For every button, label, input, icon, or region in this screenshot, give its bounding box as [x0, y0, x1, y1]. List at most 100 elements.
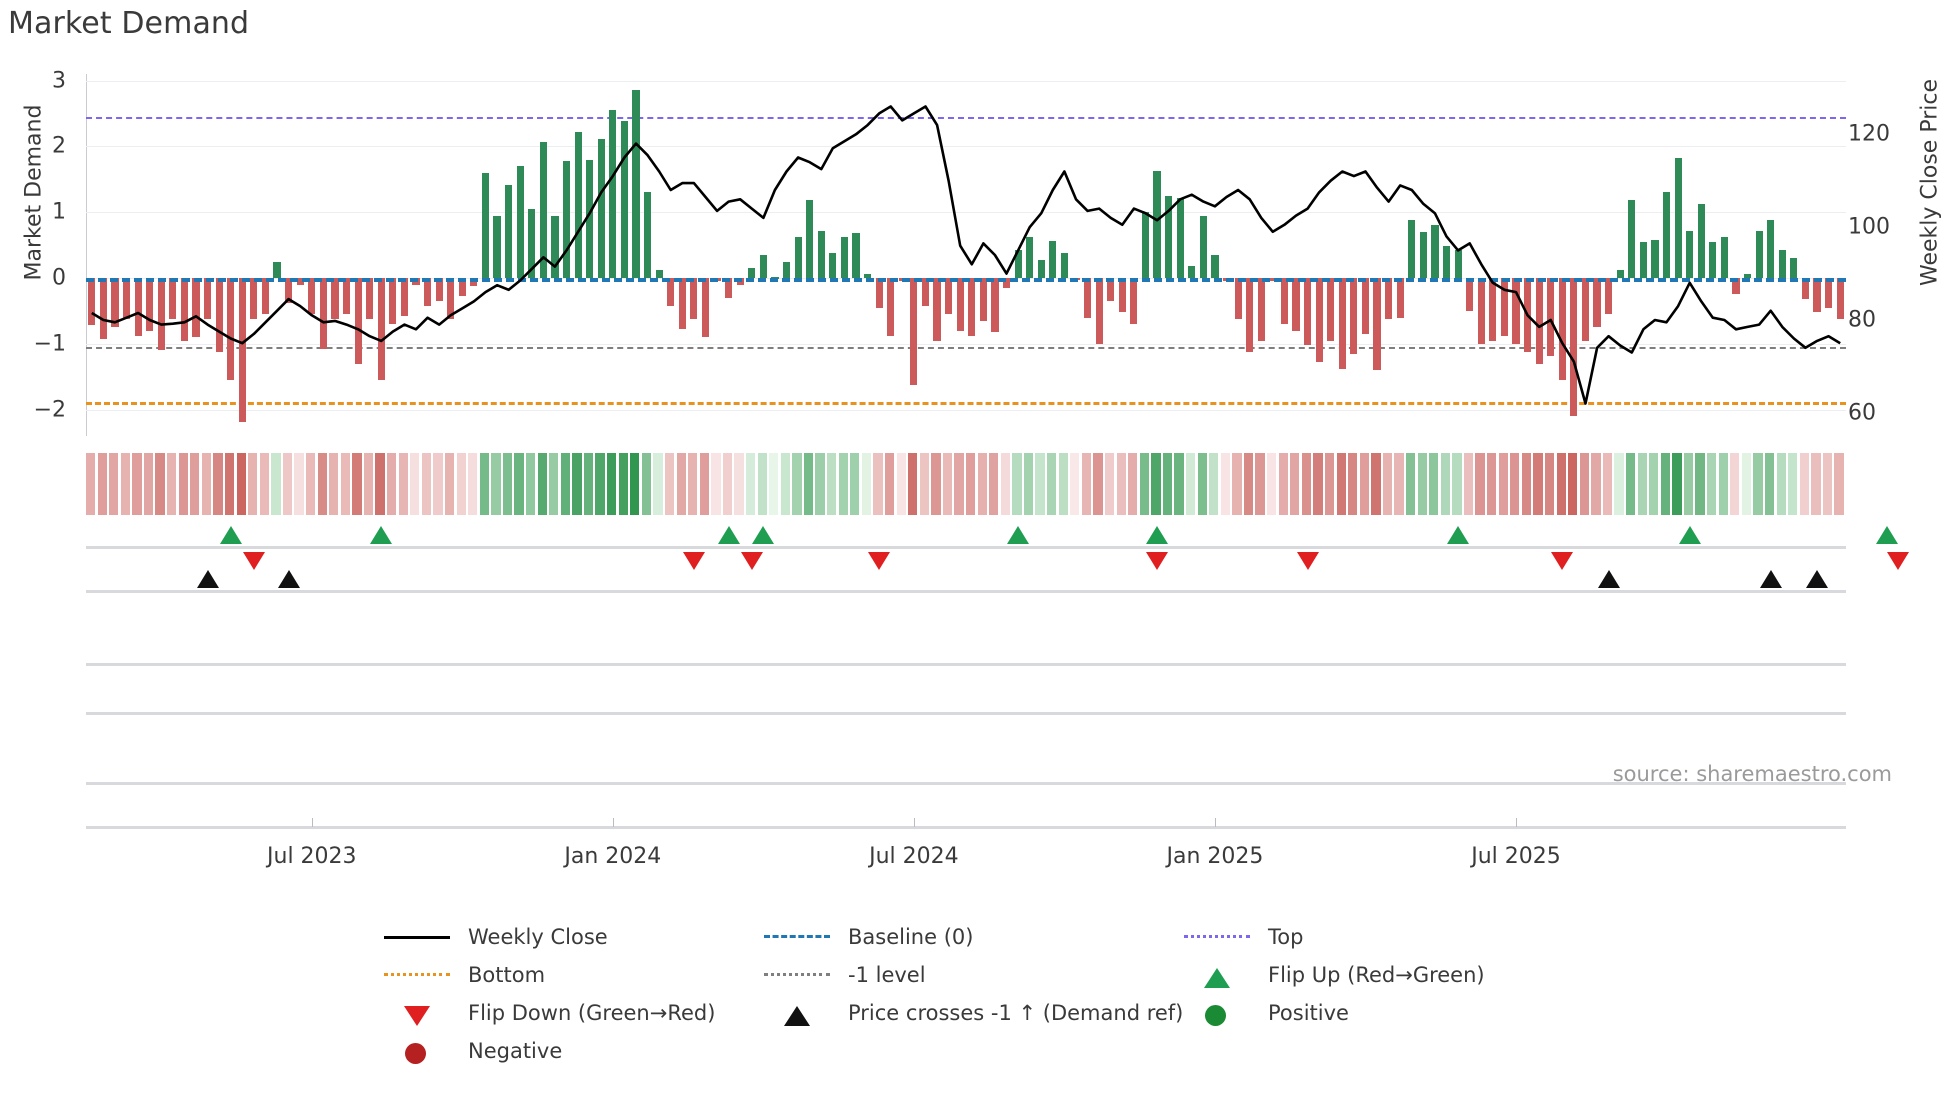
- x-tick-label-1: Jan 2024: [564, 844, 662, 869]
- heatmap-cell: [1081, 453, 1092, 515]
- legend-label-top: Top: [1268, 925, 1304, 949]
- dot-line-glyph: [384, 973, 450, 976]
- flip-down-marker: [868, 552, 891, 570]
- heatmap-cell: [734, 453, 744, 515]
- demand-bar: [979, 278, 987, 321]
- flip-up-marker: [1146, 526, 1169, 544]
- x-tick-label-2: Jul 2024: [869, 844, 959, 869]
- heatmap-cell: [190, 453, 200, 515]
- legend-item-top[interactable]: Top: [1180, 918, 1600, 956]
- demand-bar: [1790, 258, 1798, 279]
- heatmap-cell: [1788, 453, 1798, 515]
- y-tick-left-1: 2: [52, 133, 66, 159]
- flip-down-marker: [242, 552, 265, 570]
- demand-bar: [1107, 278, 1115, 302]
- bottom-reference-line: [86, 401, 1846, 405]
- x-tick-label-4: Jul 2025: [1471, 844, 1561, 869]
- demand-bar: [1246, 278, 1254, 352]
- demand-bar: [377, 278, 385, 381]
- legend-item-baseline[interactable]: Baseline (0): [760, 918, 1180, 956]
- heatmap-cell: [282, 453, 293, 515]
- heatmap-cell: [583, 453, 594, 515]
- heatmap-cell: [722, 453, 733, 515]
- heatmap-cell: [1672, 453, 1682, 515]
- demand-bar: [956, 278, 964, 331]
- heatmap-cell: [1197, 453, 1207, 515]
- solid-line-glyph: [384, 936, 450, 939]
- flip-up-marker: [1678, 526, 1701, 544]
- baseline-zero-line: [86, 278, 1846, 283]
- price-cross-marker: [196, 570, 219, 588]
- flip-up-marker: [717, 526, 740, 544]
- heatmap-cell: [1602, 453, 1613, 515]
- demand-bars: [86, 74, 1846, 436]
- heatmap-cell: [537, 453, 547, 515]
- heatmap-cell: [1058, 453, 1068, 515]
- demand-bar: [1547, 278, 1555, 356]
- demand-bar: [146, 278, 154, 331]
- heatmap-cell: [1128, 453, 1138, 515]
- legend-item-flip-up[interactable]: Flip Up (Red→Green): [1180, 956, 1600, 994]
- dash-line-icon: [760, 922, 834, 952]
- heatmap-cell: [931, 453, 941, 515]
- heatmap-cell: [167, 453, 177, 515]
- heatmap-cell: [317, 453, 327, 515]
- heatmap-cell: [989, 453, 999, 515]
- demand-bar: [1466, 278, 1474, 311]
- y-tick-right-3: 60: [1848, 400, 1876, 426]
- legend-item-minus-one-level[interactable]: -1 level: [760, 956, 1180, 994]
- heatmap-cell: [1568, 453, 1578, 515]
- heatmap-cell: [1313, 453, 1323, 515]
- y-axis-spine: [86, 74, 87, 436]
- legend-row-3: Negative: [380, 1032, 1740, 1070]
- heatmap-cell: [398, 453, 408, 515]
- heatmap-cell: [1429, 453, 1439, 515]
- legend-item-positive[interactable]: Positive: [1180, 994, 1600, 1032]
- heatmap-cell: [803, 453, 814, 515]
- flip-up-marker: [1007, 526, 1030, 544]
- flip-marker-axis: [86, 546, 1846, 549]
- heatmap-cell: [1764, 453, 1775, 515]
- heatmap-cell: [1116, 453, 1126, 515]
- demand-bar: [122, 278, 131, 319]
- x-axis-spine: [86, 826, 1846, 829]
- demand-bar: [250, 278, 258, 319]
- heatmap-cell: [1776, 453, 1786, 515]
- legend-item-bottom[interactable]: Bottom: [380, 956, 760, 994]
- legend-item-flip-down[interactable]: Flip Down (Green→Red): [380, 994, 760, 1032]
- demand-bar: [157, 278, 165, 351]
- heatmap-cell: [120, 453, 130, 515]
- heatmap-cell: [294, 453, 304, 515]
- y-tick-right-1: 100: [1848, 214, 1890, 240]
- demand-bar: [1674, 158, 1682, 279]
- demand-bar: [1350, 278, 1358, 354]
- heatmap-cell: [1649, 453, 1659, 515]
- gridline-1: [86, 146, 1846, 148]
- demand-bar: [1732, 278, 1740, 295]
- legend-label-flip-up: Flip Up (Red→Green): [1268, 963, 1485, 987]
- heatmap-cell: [375, 453, 385, 515]
- heatmap-cell: [352, 453, 362, 515]
- demand-bar: [1361, 278, 1370, 334]
- heatmap-cell: [259, 453, 269, 515]
- demand-bar: [285, 278, 293, 304]
- heatmap-cell: [387, 453, 397, 515]
- demand-bar: [678, 278, 686, 330]
- y-tick-left-0: 3: [52, 68, 66, 94]
- demand-bar: [771, 276, 779, 279]
- heatmap-cell: [1556, 453, 1566, 515]
- legend-item-weekly-close[interactable]: Weekly Close: [380, 918, 760, 956]
- demand-bar: [1327, 278, 1335, 341]
- x-tick-label-3: Jan 2025: [1166, 844, 1264, 869]
- heatmap-cell: [1544, 453, 1555, 515]
- x-axis: Jul 2023 Jan 2024 Jul 2024 Jan 2025 Jul 2025: [86, 818, 1846, 886]
- demand-bar: [1026, 237, 1034, 279]
- legend-item-price-crosses-minus1[interactable]: Price crosses -1 ↑ (Demand ref): [760, 994, 1183, 1032]
- heatmap-cell: [549, 453, 559, 515]
- demand-bar: [1581, 278, 1590, 341]
- legend-item-negative[interactable]: Negative: [380, 1032, 760, 1070]
- x-tick-mark-1: [612, 818, 614, 827]
- heatmap-cell: [514, 453, 524, 515]
- price-cross-marker: [277, 570, 300, 588]
